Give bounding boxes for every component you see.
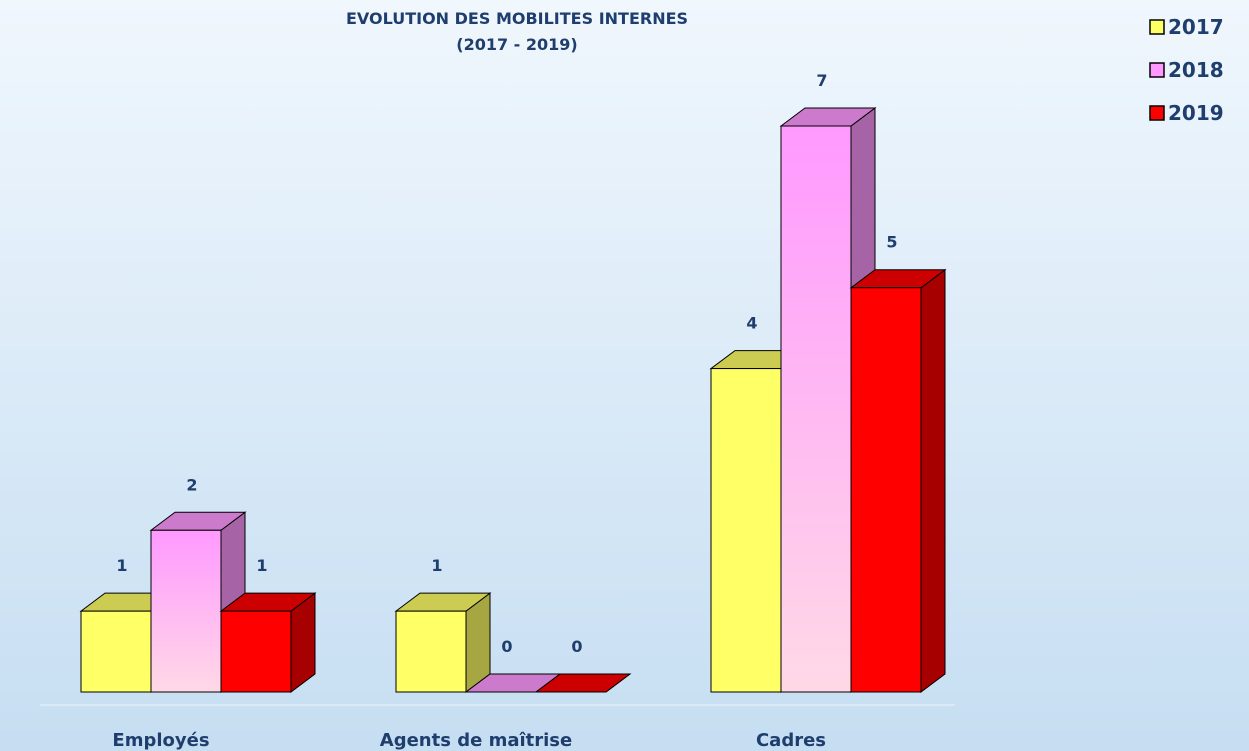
bar-front [395, 610, 467, 693]
data-label: 5 [886, 233, 897, 252]
x-tick-label: Cadres [756, 730, 826, 751]
chart-subtitle: (2017 - 2019) [456, 35, 577, 54]
bar-front [780, 125, 852, 693]
legend-swatch [1149, 105, 1165, 121]
legend-label: 2017 [1168, 15, 1224, 39]
data-label: 1 [431, 556, 442, 575]
legend-label: 2018 [1168, 58, 1224, 82]
bar [534, 673, 632, 693]
bar-front [220, 610, 292, 693]
bar-front [80, 610, 152, 693]
data-label: 2 [186, 475, 197, 494]
data-label: 4 [746, 314, 757, 333]
bar-front [710, 368, 782, 693]
bar-front [150, 529, 222, 693]
data-label: 1 [256, 556, 267, 575]
data-label: 0 [501, 637, 512, 656]
legend-label: 2019 [1168, 101, 1224, 125]
chart-title: EVOLUTION DES MOBILITES INTERNES [346, 9, 688, 28]
data-label: 1 [116, 556, 127, 575]
legend-swatch [1149, 19, 1165, 35]
bar [219, 592, 317, 693]
bar [394, 592, 492, 693]
x-tick-label: Employés [112, 730, 209, 751]
bar-side [920, 268, 946, 693]
bar [849, 268, 947, 693]
data-label: 7 [816, 71, 827, 90]
bar-top [534, 673, 632, 693]
bar-front [850, 287, 922, 693]
x-tick-label: Agents de maîtrise [380, 730, 572, 751]
legend-swatch [1149, 62, 1165, 78]
data-label: 0 [571, 637, 582, 656]
